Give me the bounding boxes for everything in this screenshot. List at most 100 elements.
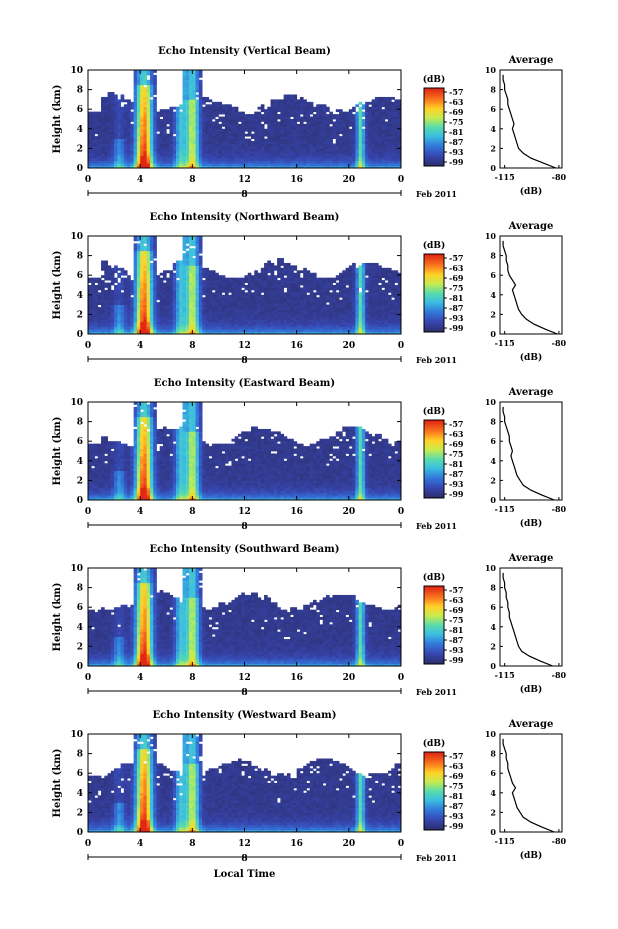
heatmap-cell	[306, 138, 311, 142]
heatmap-cell	[319, 319, 324, 323]
heatmap-cell	[172, 119, 177, 122]
heatmap-cell	[348, 145, 353, 149]
heatmap-cell	[342, 126, 346, 130]
heatmap-cell	[381, 145, 386, 149]
heatmap-cell	[189, 307, 193, 310]
heatmap-cell	[306, 119, 311, 122]
heatmap-cell	[120, 277, 125, 281]
heatmap-cell	[345, 277, 350, 281]
heatmap-cell	[257, 150, 262, 154]
heatmap-cell	[322, 302, 327, 305]
heatmap-cell	[185, 74, 190, 78]
heatmap-cell	[348, 292, 353, 296]
heatmap-cell	[293, 94, 298, 98]
heatmap-cell	[97, 319, 102, 323]
heatmap-cell	[215, 101, 219, 105]
heatmap-cell	[156, 114, 161, 117]
heatmap-cell	[88, 141, 92, 144]
heatmap-cell	[169, 319, 174, 323]
heatmap-cell	[257, 329, 262, 332]
heatmap-cell	[218, 294, 223, 298]
heatmap-cell	[316, 116, 320, 120]
heatmap-cell	[192, 331, 196, 335]
heatmap-cell	[123, 319, 128, 323]
heatmap-cell	[140, 133, 144, 137]
heatmap-cell	[361, 121, 366, 125]
heatmap-cell	[94, 287, 99, 291]
heatmap-cell	[156, 304, 161, 308]
heatmap-cell	[192, 150, 196, 154]
heatmap-cell	[234, 292, 239, 296]
heatmap-cell	[267, 319, 271, 323]
heatmap-cell	[322, 311, 327, 315]
heatmap-cell	[309, 292, 314, 296]
heatmap-cell	[257, 275, 262, 279]
heatmap-cell	[149, 114, 154, 117]
heatmap-cell	[195, 111, 200, 115]
heatmap-cell	[156, 297, 161, 301]
heatmap-cell	[143, 128, 148, 132]
heatmap-cell	[176, 119, 180, 122]
heatmap-cell	[153, 70, 157, 73]
heatmap-cell	[378, 123, 382, 127]
heatmap-cell	[114, 311, 118, 315]
heatmap-cell	[322, 138, 327, 142]
heatmap-cell	[264, 109, 268, 113]
heatmap-cell	[352, 119, 356, 122]
heatmap-cell	[283, 116, 288, 120]
heatmap-cell	[166, 155, 170, 159]
heatmap-cell	[306, 311, 311, 315]
colorbar-tick-label: -93	[449, 147, 464, 157]
heatmap-cell	[185, 145, 190, 149]
heatmap-cell	[237, 126, 242, 130]
heatmap-cell	[189, 165, 193, 169]
heatmap-cell	[172, 121, 177, 125]
colorbar-swatch	[424, 97, 444, 101]
heatmap-cell	[251, 155, 255, 159]
heatmap-cell	[260, 138, 265, 142]
heatmap-cell	[342, 321, 346, 325]
heatmap-cell	[299, 160, 304, 164]
heatmap-cell	[348, 153, 353, 157]
heatmap-cell	[293, 101, 298, 105]
heatmap-cell	[133, 260, 138, 264]
heatmap-cell	[329, 155, 333, 159]
heatmap-cell	[208, 302, 213, 305]
colorbar-swatch	[424, 164, 444, 167]
heatmap-cell	[104, 106, 108, 110]
heatmap-cell	[358, 121, 363, 125]
heatmap-cell	[198, 121, 203, 125]
heatmap-cell	[277, 260, 281, 264]
heatmap-cell	[130, 131, 135, 135]
heatmap-cell	[374, 145, 379, 149]
heatmap-cell	[365, 150, 369, 154]
heatmap-cell	[143, 240, 148, 244]
heatmap-cell	[378, 138, 382, 142]
heatmap-cell	[120, 143, 125, 147]
heatmap-cell	[211, 136, 216, 139]
heatmap-cell	[312, 324, 317, 328]
heatmap-cell	[143, 299, 148, 303]
heatmap-cell	[293, 292, 298, 296]
heatmap-cell	[286, 314, 291, 318]
heatmap-cell	[205, 128, 210, 132]
heatmap-cell	[257, 309, 262, 313]
heatmap-cell	[185, 128, 190, 132]
heatmap-cell	[110, 304, 115, 308]
heatmap-cell	[234, 321, 239, 325]
heatmap-cell	[169, 280, 174, 283]
heatmap-cell	[162, 153, 167, 157]
heatmap-cell	[296, 324, 301, 328]
heatmap-cell	[247, 277, 252, 281]
heatmap-cell	[97, 292, 102, 296]
heatmap-cell	[101, 126, 105, 130]
heatmap-cell	[88, 111, 92, 115]
heatmap-cell	[162, 155, 167, 159]
heatmap-cell	[335, 326, 340, 330]
heatmap-cell	[247, 131, 252, 135]
heatmap-cell	[299, 299, 304, 303]
heatmap-cell	[107, 150, 112, 154]
heatmap-cell	[283, 158, 288, 162]
heatmap-cell	[215, 299, 219, 303]
heatmap-cell	[374, 153, 379, 157]
